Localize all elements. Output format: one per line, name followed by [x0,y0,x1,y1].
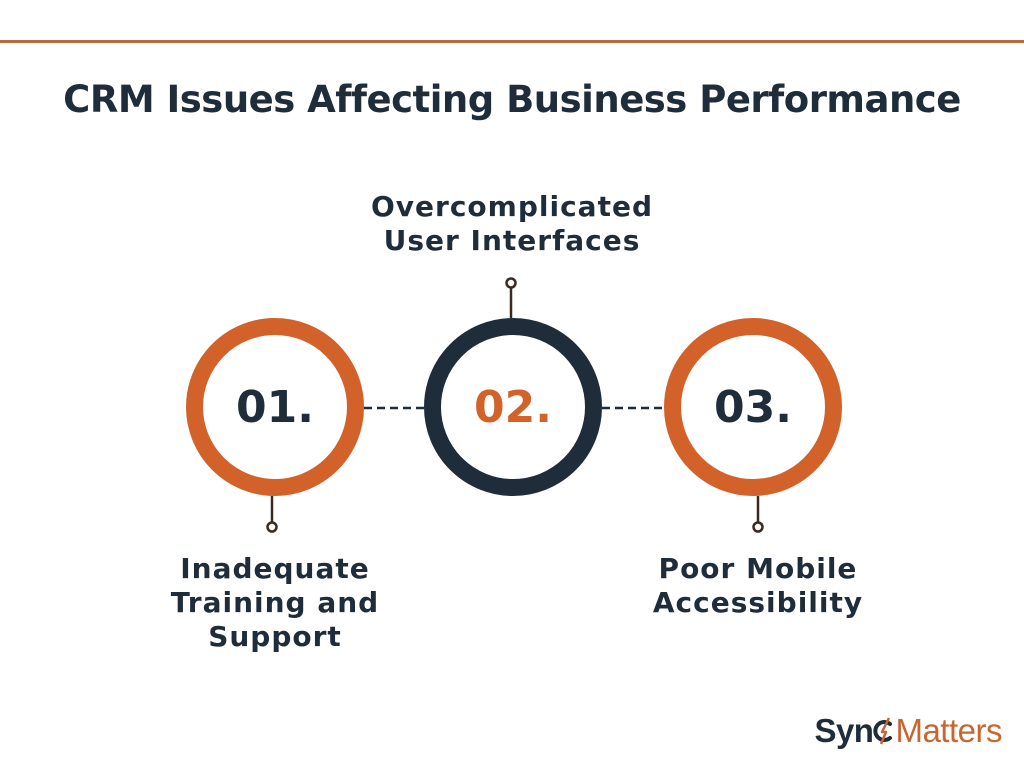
step-label-3-line-2: Accessibility [652,586,864,619]
page-title: CRM Issues Affecting Business Performanc… [63,78,961,121]
pin-dot-1 [266,521,278,533]
step-label-1: Inadequate Training and Support [150,552,400,654]
step-label-2-line-1: Overcomplicated [370,190,653,223]
pin-dot-3 [752,521,764,533]
step-label-2-line-2: User Interfaces [383,224,641,257]
step-circle-1: 01. [186,318,364,496]
step-label-1-line-1: Inadequate [180,552,370,585]
step-number-3: 03. [714,381,792,433]
step-label-3: Poor Mobile Accessibility [624,552,892,620]
step-label-3-line-1: Poor Mobile [658,552,858,585]
top-divider-line [0,40,1024,43]
step-label-1-line-2: Training and [170,586,380,619]
logo-c-bolt-icon [873,717,893,745]
syncmatters-logo: Syn Matters [814,712,1002,750]
logo-text-matters: Matters [895,712,1002,749]
step-circle-2: 02. [424,318,602,496]
logo-text-sync: Syn [814,712,874,749]
step-number-2: 02. [474,381,552,433]
step-circle-3: 03. [664,318,842,496]
step-number-1: 01. [236,381,314,433]
pin-dot-2 [505,277,517,289]
step-label-1-line-3: Support [208,620,342,653]
step-label-2: Overcomplicated User Interfaces [330,190,694,258]
